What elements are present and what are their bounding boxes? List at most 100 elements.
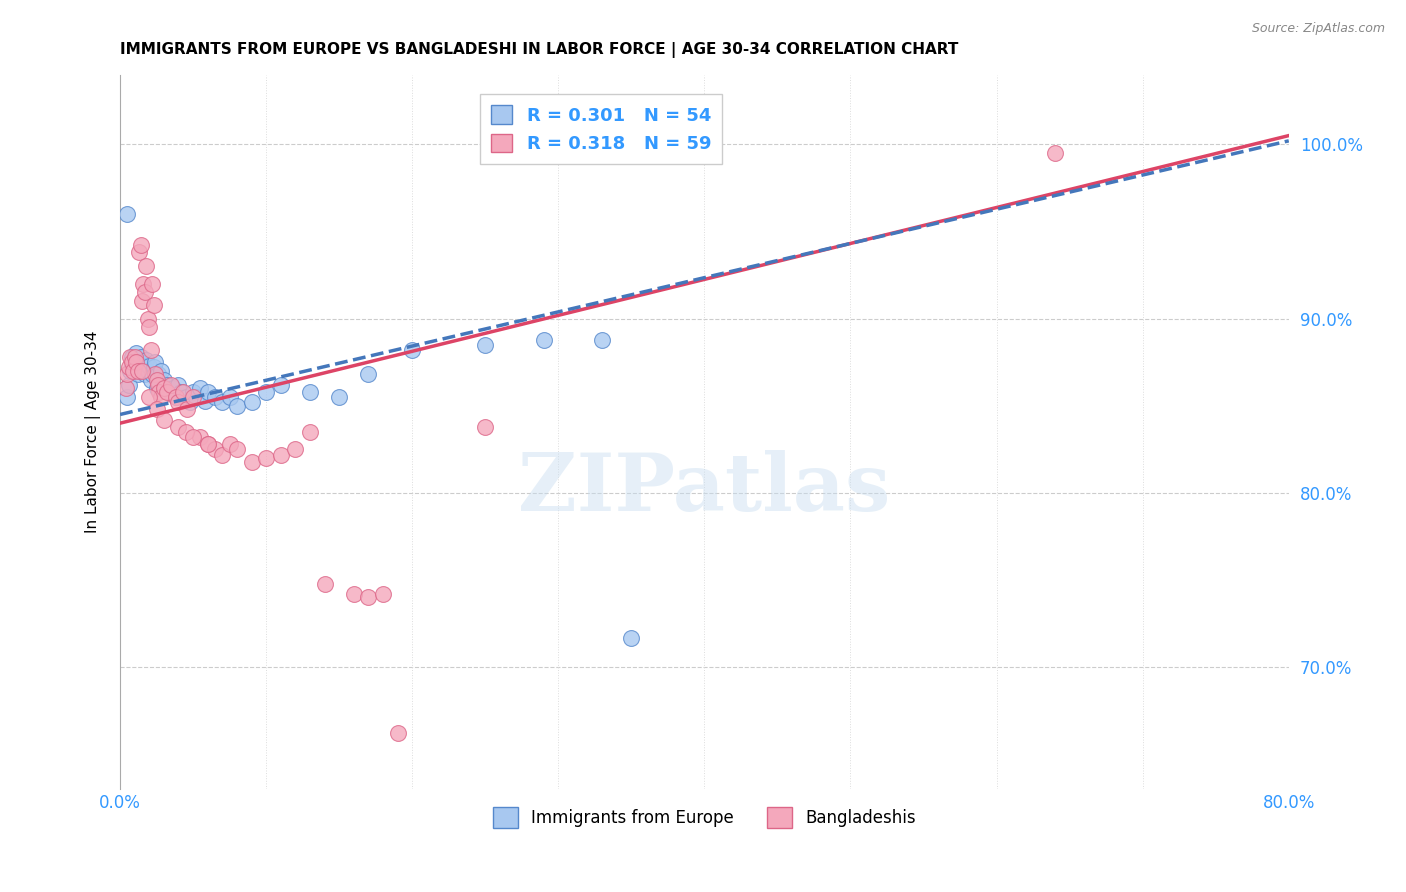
Point <box>165 390 187 404</box>
Point <box>138 359 160 373</box>
Point <box>387 726 409 740</box>
Point <box>139 343 162 357</box>
Text: Source: ZipAtlas.com: Source: ZipAtlas.com <box>1251 22 1385 36</box>
Point <box>474 419 496 434</box>
Point <box>148 377 170 392</box>
Point <box>167 395 190 409</box>
Point <box>254 451 277 466</box>
Point <box>118 377 141 392</box>
Point <box>146 377 169 392</box>
Point <box>118 360 141 375</box>
Point <box>131 364 153 378</box>
Point <box>218 437 240 451</box>
Point <box>148 384 170 399</box>
Point <box>125 355 148 369</box>
Point <box>204 390 226 404</box>
Point <box>135 353 157 368</box>
Point <box>131 364 153 378</box>
Point <box>121 355 143 369</box>
Point <box>211 448 233 462</box>
Point <box>343 587 366 601</box>
Point <box>401 343 423 357</box>
Point <box>240 454 263 468</box>
Point <box>124 350 146 364</box>
Point <box>115 381 138 395</box>
Point <box>128 355 150 369</box>
Point <box>134 285 156 300</box>
Point <box>165 390 187 404</box>
Point <box>159 384 181 399</box>
Point <box>153 413 176 427</box>
Point <box>142 298 165 312</box>
Point <box>156 384 179 399</box>
Point <box>131 294 153 309</box>
Point <box>181 430 204 444</box>
Point <box>197 437 219 451</box>
Point <box>141 368 163 382</box>
Point <box>1043 146 1066 161</box>
Point <box>153 373 176 387</box>
Y-axis label: In Labor Force | Age 30-34: In Labor Force | Age 30-34 <box>86 331 101 533</box>
Point <box>254 384 277 399</box>
Point <box>270 377 292 392</box>
Point <box>533 333 555 347</box>
Point <box>204 442 226 457</box>
Point <box>284 442 307 457</box>
Point <box>141 277 163 291</box>
Point <box>298 425 321 439</box>
Point <box>153 381 176 395</box>
Point <box>127 368 149 382</box>
Point <box>143 368 166 382</box>
Point <box>122 359 145 373</box>
Point <box>190 430 212 444</box>
Point <box>226 399 249 413</box>
Point <box>156 377 179 392</box>
Point <box>132 359 155 373</box>
Point <box>124 353 146 368</box>
Point <box>474 337 496 351</box>
Point <box>181 384 204 399</box>
Point <box>145 402 167 417</box>
Text: ZIPatlas: ZIPatlas <box>519 450 890 528</box>
Point <box>129 350 152 364</box>
Point <box>162 381 184 395</box>
Point <box>328 390 350 404</box>
Text: IMMIGRANTS FROM EUROPE VS BANGLADESHI IN LABOR FORCE | AGE 30-34 CORRELATION CHA: IMMIGRANTS FROM EUROPE VS BANGLADESHI IN… <box>120 42 959 58</box>
Point <box>120 364 142 378</box>
Point <box>181 390 204 404</box>
Point <box>145 381 167 395</box>
Legend: Immigrants from Europe, Bangladeshis: Immigrants from Europe, Bangladeshis <box>486 801 922 835</box>
Point <box>117 390 139 404</box>
Point <box>136 311 159 326</box>
Point <box>145 373 167 387</box>
Point <box>314 576 336 591</box>
Point <box>120 350 142 364</box>
Point <box>174 390 197 404</box>
Point <box>146 368 169 382</box>
Point <box>139 373 162 387</box>
Point <box>357 368 380 382</box>
Point <box>170 384 193 399</box>
Point <box>138 320 160 334</box>
Point <box>149 364 172 378</box>
Point <box>211 395 233 409</box>
Point <box>125 346 148 360</box>
Point <box>143 355 166 369</box>
Point <box>174 425 197 439</box>
Point <box>179 395 201 409</box>
Point <box>127 364 149 378</box>
Point <box>138 390 160 404</box>
Point <box>371 587 394 601</box>
Point <box>149 390 172 404</box>
Point <box>190 381 212 395</box>
Point <box>160 377 183 392</box>
Point <box>357 591 380 605</box>
Point <box>218 390 240 404</box>
Point <box>194 393 217 408</box>
Point <box>142 360 165 375</box>
Point <box>620 631 643 645</box>
Point <box>121 350 143 364</box>
Point <box>172 384 194 399</box>
Point <box>298 384 321 399</box>
Point <box>591 333 613 347</box>
